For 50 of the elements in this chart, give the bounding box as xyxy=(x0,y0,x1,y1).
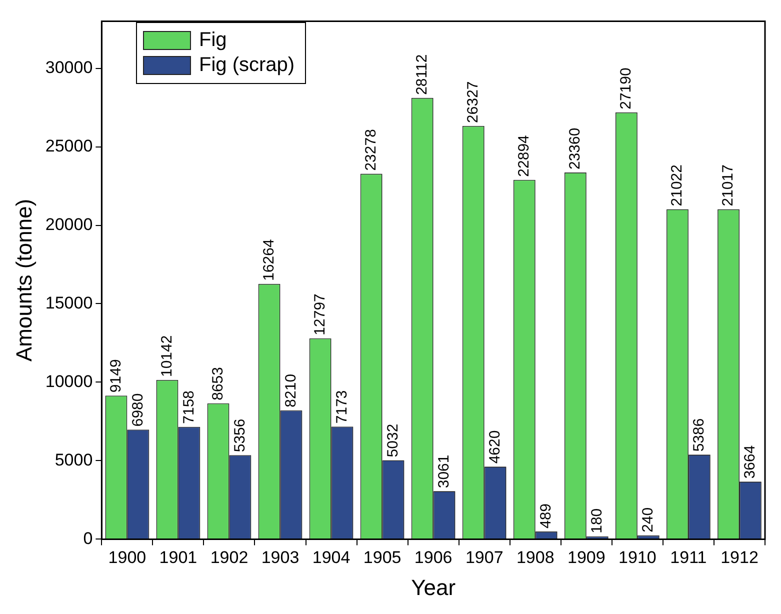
data-label: 7158 xyxy=(180,390,198,424)
data-label: 3061 xyxy=(435,454,452,488)
x-tick-label: 1908 xyxy=(516,548,554,568)
data-label: 240 xyxy=(640,507,657,532)
data-label: 10142 xyxy=(158,335,176,377)
data-label: 22894 xyxy=(516,135,533,177)
x-tick-label: 1904 xyxy=(312,548,350,568)
x-tick-label: 1900 xyxy=(108,548,146,568)
y-tick-label: 10000 xyxy=(45,372,93,391)
x-tick-label: 1909 xyxy=(568,548,606,568)
data-label: 21022 xyxy=(668,164,686,206)
x-tick-label: 1911 xyxy=(670,548,707,568)
data-label: 21017 xyxy=(720,164,737,206)
x-tick-label: 1902 xyxy=(210,548,248,568)
data-label: 5356 xyxy=(231,418,248,452)
data-label: 7173 xyxy=(333,390,350,424)
x-tick-label: 1901 xyxy=(159,548,198,568)
data-label: 5386 xyxy=(690,418,708,452)
data-label: 4620 xyxy=(486,430,504,464)
legend-label: Fig xyxy=(199,29,227,52)
x-tick-label: 1903 xyxy=(261,548,300,568)
data-label: 23278 xyxy=(362,129,380,171)
y-tick-label: 20000 xyxy=(45,214,93,234)
data-label: 27190 xyxy=(618,68,635,110)
data-label: 23360 xyxy=(566,128,584,170)
x-tick-label: 1905 xyxy=(363,548,402,568)
legend-label: Fig (scrap) xyxy=(199,54,295,77)
x-tick-label: 1906 xyxy=(414,548,452,568)
y-tick-label: 25000 xyxy=(45,136,93,156)
x-tick-label: 1910 xyxy=(618,548,656,568)
y-tick-label: 30000 xyxy=(45,58,93,77)
x-axis-title: Year xyxy=(411,574,456,600)
data-label: 6980 xyxy=(129,393,146,427)
x-tick-label: 1907 xyxy=(465,548,504,568)
y-tick-label: 5000 xyxy=(54,450,93,470)
data-label: 12797 xyxy=(311,294,328,336)
data-label: 180 xyxy=(588,508,606,534)
data-label: 28112 xyxy=(414,54,431,95)
data-label: 8210 xyxy=(282,374,300,408)
y-tick-label: 15000 xyxy=(45,293,93,312)
data-label: 489 xyxy=(538,503,554,529)
data-label: 9149 xyxy=(107,359,124,393)
x-tick-label: 1912 xyxy=(720,548,758,568)
y-axis-title: Amounts (tonne) xyxy=(11,198,36,362)
data-label: 5032 xyxy=(384,424,402,458)
data-label: 3664 xyxy=(742,445,759,479)
data-label: 8653 xyxy=(209,367,226,400)
data-label: 26327 xyxy=(464,81,482,123)
data-label: 16264 xyxy=(260,239,278,281)
y-tick-label: 0 xyxy=(83,528,93,548)
